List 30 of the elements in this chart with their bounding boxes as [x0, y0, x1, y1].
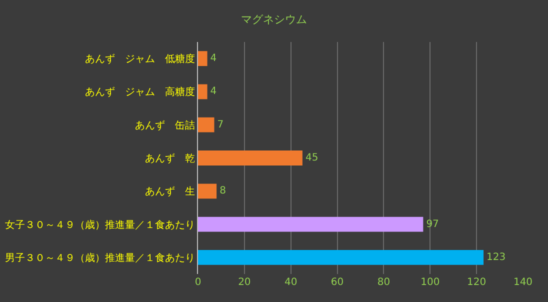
data-label: 123 — [486, 252, 506, 263]
bar — [198, 84, 208, 100]
bar — [198, 216, 424, 232]
y-tick-label: あんず ジャム 高糖度 — [85, 86, 195, 98]
x-tick-label: 20 — [238, 277, 251, 288]
y-tick-label: 女子３０～４９（歳）推進量／１食あたり — [5, 218, 195, 231]
bar — [198, 184, 217, 199]
x-tick-label: 40 — [284, 277, 298, 288]
data-label: 8 — [220, 186, 226, 197]
data-label: 97 — [426, 218, 439, 230]
bar — [198, 117, 214, 132]
data-label: 45 — [305, 152, 318, 164]
x-tick-label: 140 — [513, 277, 533, 288]
y-tick-label: 男子３０～４９（歳）推進量／１食あたり — [5, 252, 195, 264]
bar — [198, 51, 208, 66]
bar — [198, 150, 302, 166]
x-tick-label: 0 — [194, 277, 202, 288]
data-label: 7 — [217, 119, 224, 130]
x-tick-label: 120 — [467, 277, 486, 288]
x-tick-label: 60 — [330, 277, 344, 288]
y-tick-label: あんず 缶詰 — [135, 119, 195, 132]
x-tick-label: 80 — [377, 277, 390, 288]
data-label: 4 — [210, 53, 217, 64]
data-label: 4 — [210, 86, 217, 98]
y-tick-label: あんず ジャム 低糖度 — [85, 53, 195, 66]
y-tick-label: あんず 乾 — [145, 152, 195, 164]
bar — [198, 250, 484, 265]
x-tick-label: 100 — [420, 277, 440, 288]
chart-title: マグネシウム — [241, 12, 307, 26]
y-tick-label: あんず 生 — [145, 186, 195, 198]
